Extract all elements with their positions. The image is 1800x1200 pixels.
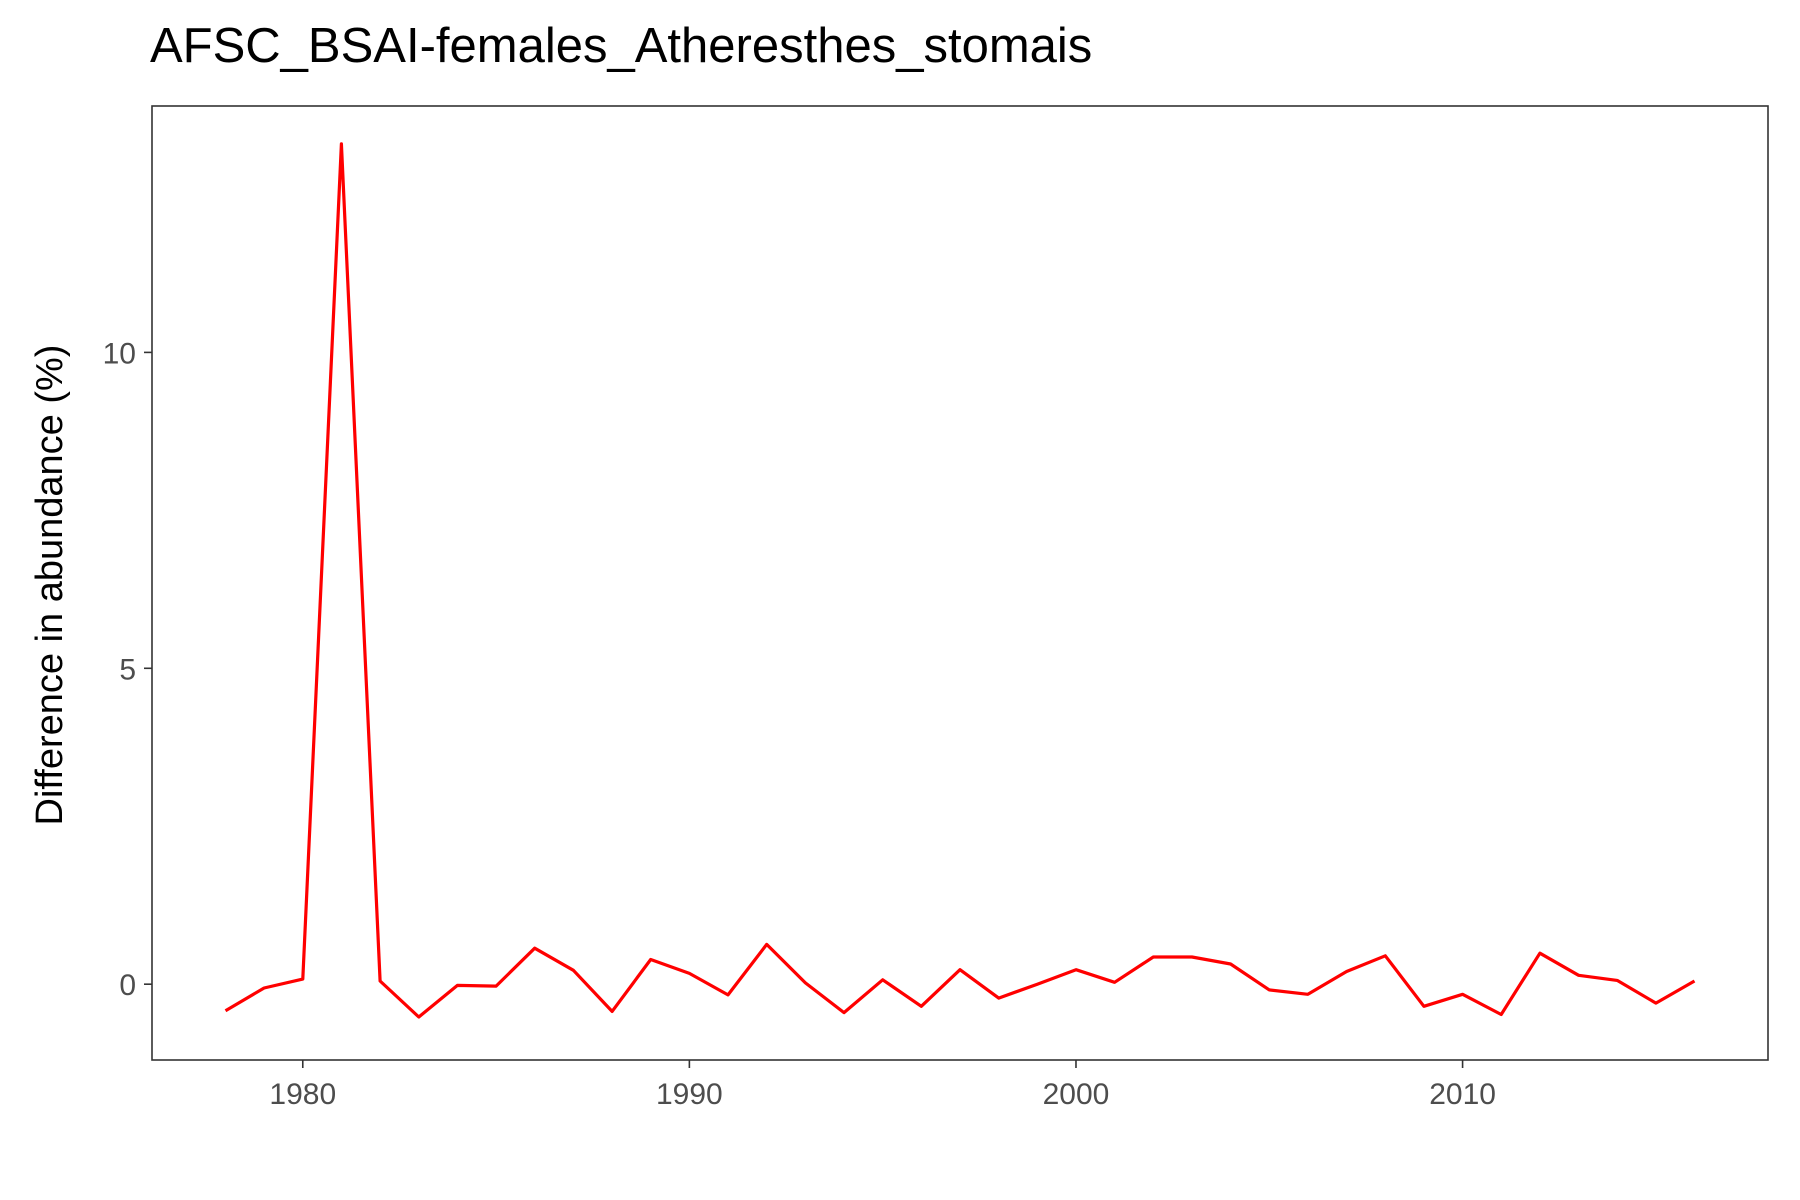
y-tick-label: 0: [119, 969, 136, 1002]
y-axis: 0 5 10: [103, 337, 152, 1002]
chart-title: AFSC_BSAI-females_Atheresthes_stomais: [150, 19, 1093, 73]
plot-area: [151, 105, 1769, 1061]
y-tick-label: 5: [119, 653, 136, 686]
x-tick-label: 1980: [269, 1078, 336, 1111]
x-tick-label: 1990: [656, 1078, 723, 1111]
x-tick-label: 2010: [1429, 1078, 1496, 1111]
y-tick-label: 10: [103, 337, 136, 370]
y-axis-title: Difference in abundance (%): [29, 345, 71, 826]
panel-border: [151, 105, 1769, 1061]
series-line-0: [224, 142, 1696, 1019]
x-tick-label: 2000: [1043, 1078, 1110, 1111]
x-axis: 1980 1990 2000 2010: [269, 1060, 1496, 1111]
